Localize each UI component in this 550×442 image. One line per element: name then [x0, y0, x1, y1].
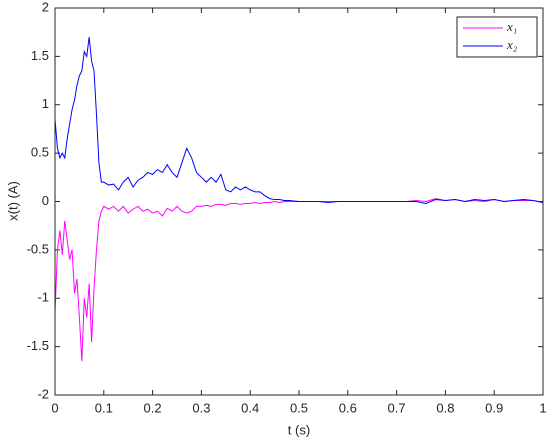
- x-tick-label: 0.5: [290, 400, 308, 415]
- x-tick-label: 0.9: [485, 400, 503, 415]
- legend-label: x₁: [506, 19, 517, 34]
- y-tick-label: -0.5: [27, 241, 49, 256]
- x-tick-label: 0.4: [241, 400, 259, 415]
- y-tick-label: -1.5: [27, 338, 49, 353]
- axes-box: [54, 7, 544, 396]
- x-tick-label: 1: [539, 400, 546, 415]
- series-line: [54, 36, 544, 204]
- y-tick-label: 2: [42, 0, 49, 14]
- x-tick-label: 0.6: [339, 400, 357, 415]
- y-tick-label: 0.5: [31, 145, 49, 160]
- x-tick-label: 0.7: [388, 400, 406, 415]
- x-tick-label: 0.1: [95, 400, 113, 415]
- x-tick-label: 0.2: [144, 400, 162, 415]
- y-tick-label: 1.5: [31, 48, 49, 63]
- x-axis-label: t (s): [288, 422, 310, 437]
- y-tick-label: -1: [37, 290, 49, 305]
- legend-label: x₂: [506, 37, 518, 52]
- x-tick-label: 0: [51, 400, 58, 415]
- legend: x₁ x₂: [456, 16, 538, 58]
- y-tick-label: -2: [37, 386, 49, 401]
- x-tick-label: 0.3: [192, 400, 210, 415]
- x-tick-label: 0.8: [436, 400, 454, 415]
- y-axis-label: x(t) (A): [5, 181, 20, 221]
- legend-box: [456, 16, 538, 58]
- y-tick-label: 1: [42, 96, 49, 111]
- y-tick-label: 0: [42, 193, 49, 208]
